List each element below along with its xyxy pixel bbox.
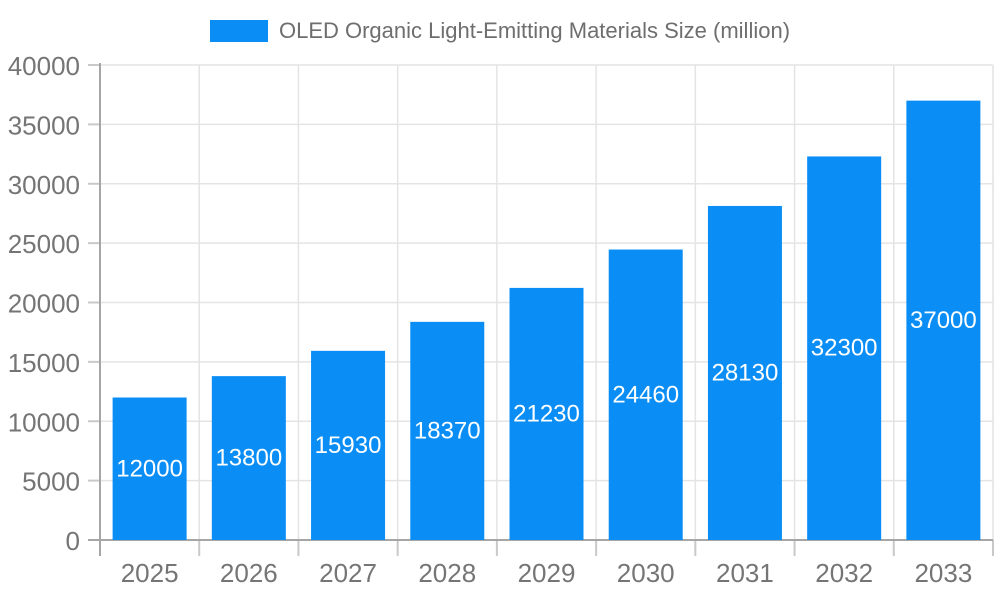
x-axis-tick-label: 2031	[716, 558, 774, 588]
bar-2033	[906, 100, 981, 540]
bar-value-label: 21230	[513, 400, 580, 427]
y-axis-tick-label: 35000	[8, 110, 80, 140]
bar-value-label: 28130	[712, 359, 779, 386]
legend-swatch	[209, 20, 268, 42]
x-axis-tick-label: 2032	[815, 558, 873, 588]
x-axis-tick-label: 2030	[617, 558, 675, 588]
bar-2027	[311, 350, 386, 540]
x-axis-tick-label: 2025	[121, 558, 179, 588]
y-axis-tick-label: 0	[66, 526, 80, 556]
bar-value-label: 12000	[116, 455, 183, 482]
bar-value-label: 18370	[414, 417, 481, 444]
y-axis-tick-label: 40000	[8, 51, 80, 81]
y-axis-tick-label: 20000	[8, 289, 80, 319]
y-axis-tick-label: 15000	[8, 348, 80, 378]
x-axis-tick-label: 2028	[418, 558, 476, 588]
x-axis-tick-label: 2026	[220, 558, 278, 588]
bar-value-label: 24460	[612, 381, 679, 408]
y-axis-tick-label: 5000	[22, 467, 80, 497]
legend[interactable]: OLED Organic Light-Emitting Materials Si…	[0, 18, 1000, 44]
bar-value-label: 13800	[215, 445, 282, 472]
y-axis-tick-label: 25000	[8, 229, 80, 259]
bar-2029	[509, 287, 584, 540]
bar-2030	[608, 249, 683, 540]
bar-2028	[410, 321, 485, 540]
bar-value-label: 15930	[315, 432, 382, 459]
x-axis-tick-label: 2027	[319, 558, 377, 588]
y-axis-tick-label: 10000	[8, 407, 80, 437]
x-axis-tick-label: 2033	[914, 558, 972, 588]
bar-2031	[707, 205, 782, 541]
bar-2026	[211, 376, 286, 540]
bar-2025	[112, 397, 187, 540]
bar-value-label: 37000	[910, 307, 977, 334]
x-axis-tick-label: 2029	[518, 558, 576, 588]
bar-2032	[807, 156, 882, 540]
y-axis-tick-label: 30000	[8, 170, 80, 200]
bar-value-label: 32300	[811, 335, 878, 362]
legend-label: OLED Organic Light-Emitting Materials Si…	[278, 18, 791, 43]
